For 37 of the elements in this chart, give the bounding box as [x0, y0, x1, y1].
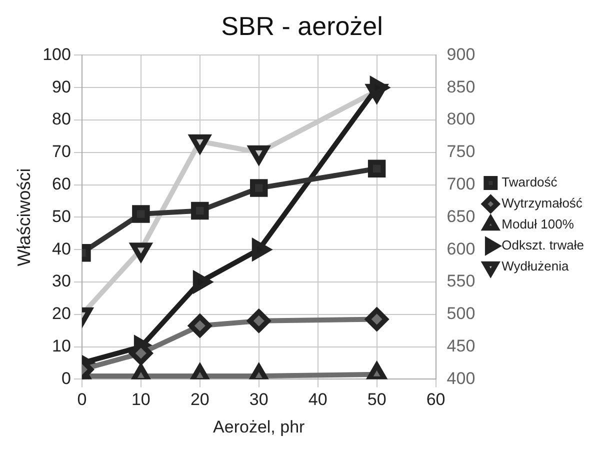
- x-tick-label: 0: [77, 390, 87, 410]
- y-tick-label: 50: [52, 206, 71, 226]
- y2-tick-label: 650: [446, 206, 476, 226]
- y2-tick-label: 450: [446, 336, 476, 356]
- legend-label: Wytrzymałość: [502, 196, 583, 211]
- legend-label: Moduł 100%: [502, 216, 574, 232]
- y2-tick-label: 800: [446, 110, 476, 129]
- y-tick-label: 40: [52, 239, 71, 258]
- legend-label: Twardość: [502, 174, 558, 190]
- y-axis-title: Właściwości: [14, 168, 34, 266]
- x-axis-title: Aerożel, phr: [213, 417, 306, 436]
- y-tick-label: 100: [42, 44, 71, 64]
- y2-tick-label: 700: [446, 174, 476, 194]
- y-tick-label: 0: [61, 368, 71, 388]
- legend-label: Odkszt. trwałe: [502, 238, 584, 253]
- y2-tick-label: 850: [446, 77, 476, 96]
- y-tick-label: 80: [52, 110, 71, 129]
- y2-tick-label: 750: [446, 142, 476, 162]
- y2-tick-label: 500: [446, 304, 476, 324]
- x-tick-label: 30: [249, 390, 268, 410]
- y-tick-label: 10: [52, 336, 71, 356]
- y2-tick-label: 550: [446, 272, 476, 291]
- y-tick-label: 20: [52, 304, 71, 324]
- x-tick-label: 10: [131, 390, 150, 410]
- x-tick-label: 50: [367, 390, 386, 410]
- x-tick-label: 60: [426, 390, 446, 410]
- y-tick-label: 60: [52, 174, 71, 194]
- chart-title: SBR - aerożel: [221, 10, 383, 41]
- y2-tick-label: 900: [446, 44, 476, 64]
- y-tick-label: 30: [52, 272, 71, 291]
- y2-tick-label: 600: [446, 239, 476, 258]
- y-tick-label: 90: [52, 77, 71, 96]
- x-tick-label: 40: [308, 390, 328, 410]
- y-tick-label: 70: [52, 142, 71, 162]
- legend-label: Wydłużenia: [502, 258, 570, 274]
- y2-tick-label: 400: [446, 368, 476, 388]
- x-tick-label: 20: [190, 390, 210, 410]
